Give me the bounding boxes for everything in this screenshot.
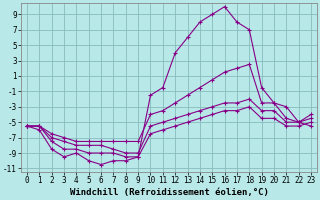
X-axis label: Windchill (Refroidissement éolien,°C): Windchill (Refroidissement éolien,°C) bbox=[69, 188, 268, 197]
